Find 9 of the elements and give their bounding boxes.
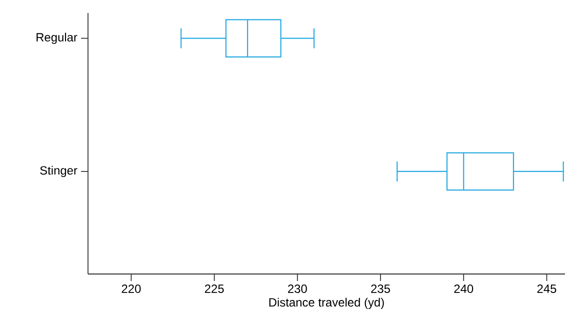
- x-tick-label: 240: [454, 284, 474, 293]
- x-tick-label: 220: [122, 284, 141, 293]
- x-tick-label: 225: [204, 284, 224, 293]
- x-tick-label: 245: [537, 284, 556, 293]
- y-tick-label: Stinger: [40, 166, 78, 178]
- x-tick-label: 235: [371, 284, 390, 293]
- y-tick-label: Regular: [36, 32, 78, 44]
- x-axis-title: Distance traveled (yd): [269, 298, 384, 309]
- x-tick-label: 230: [288, 284, 307, 293]
